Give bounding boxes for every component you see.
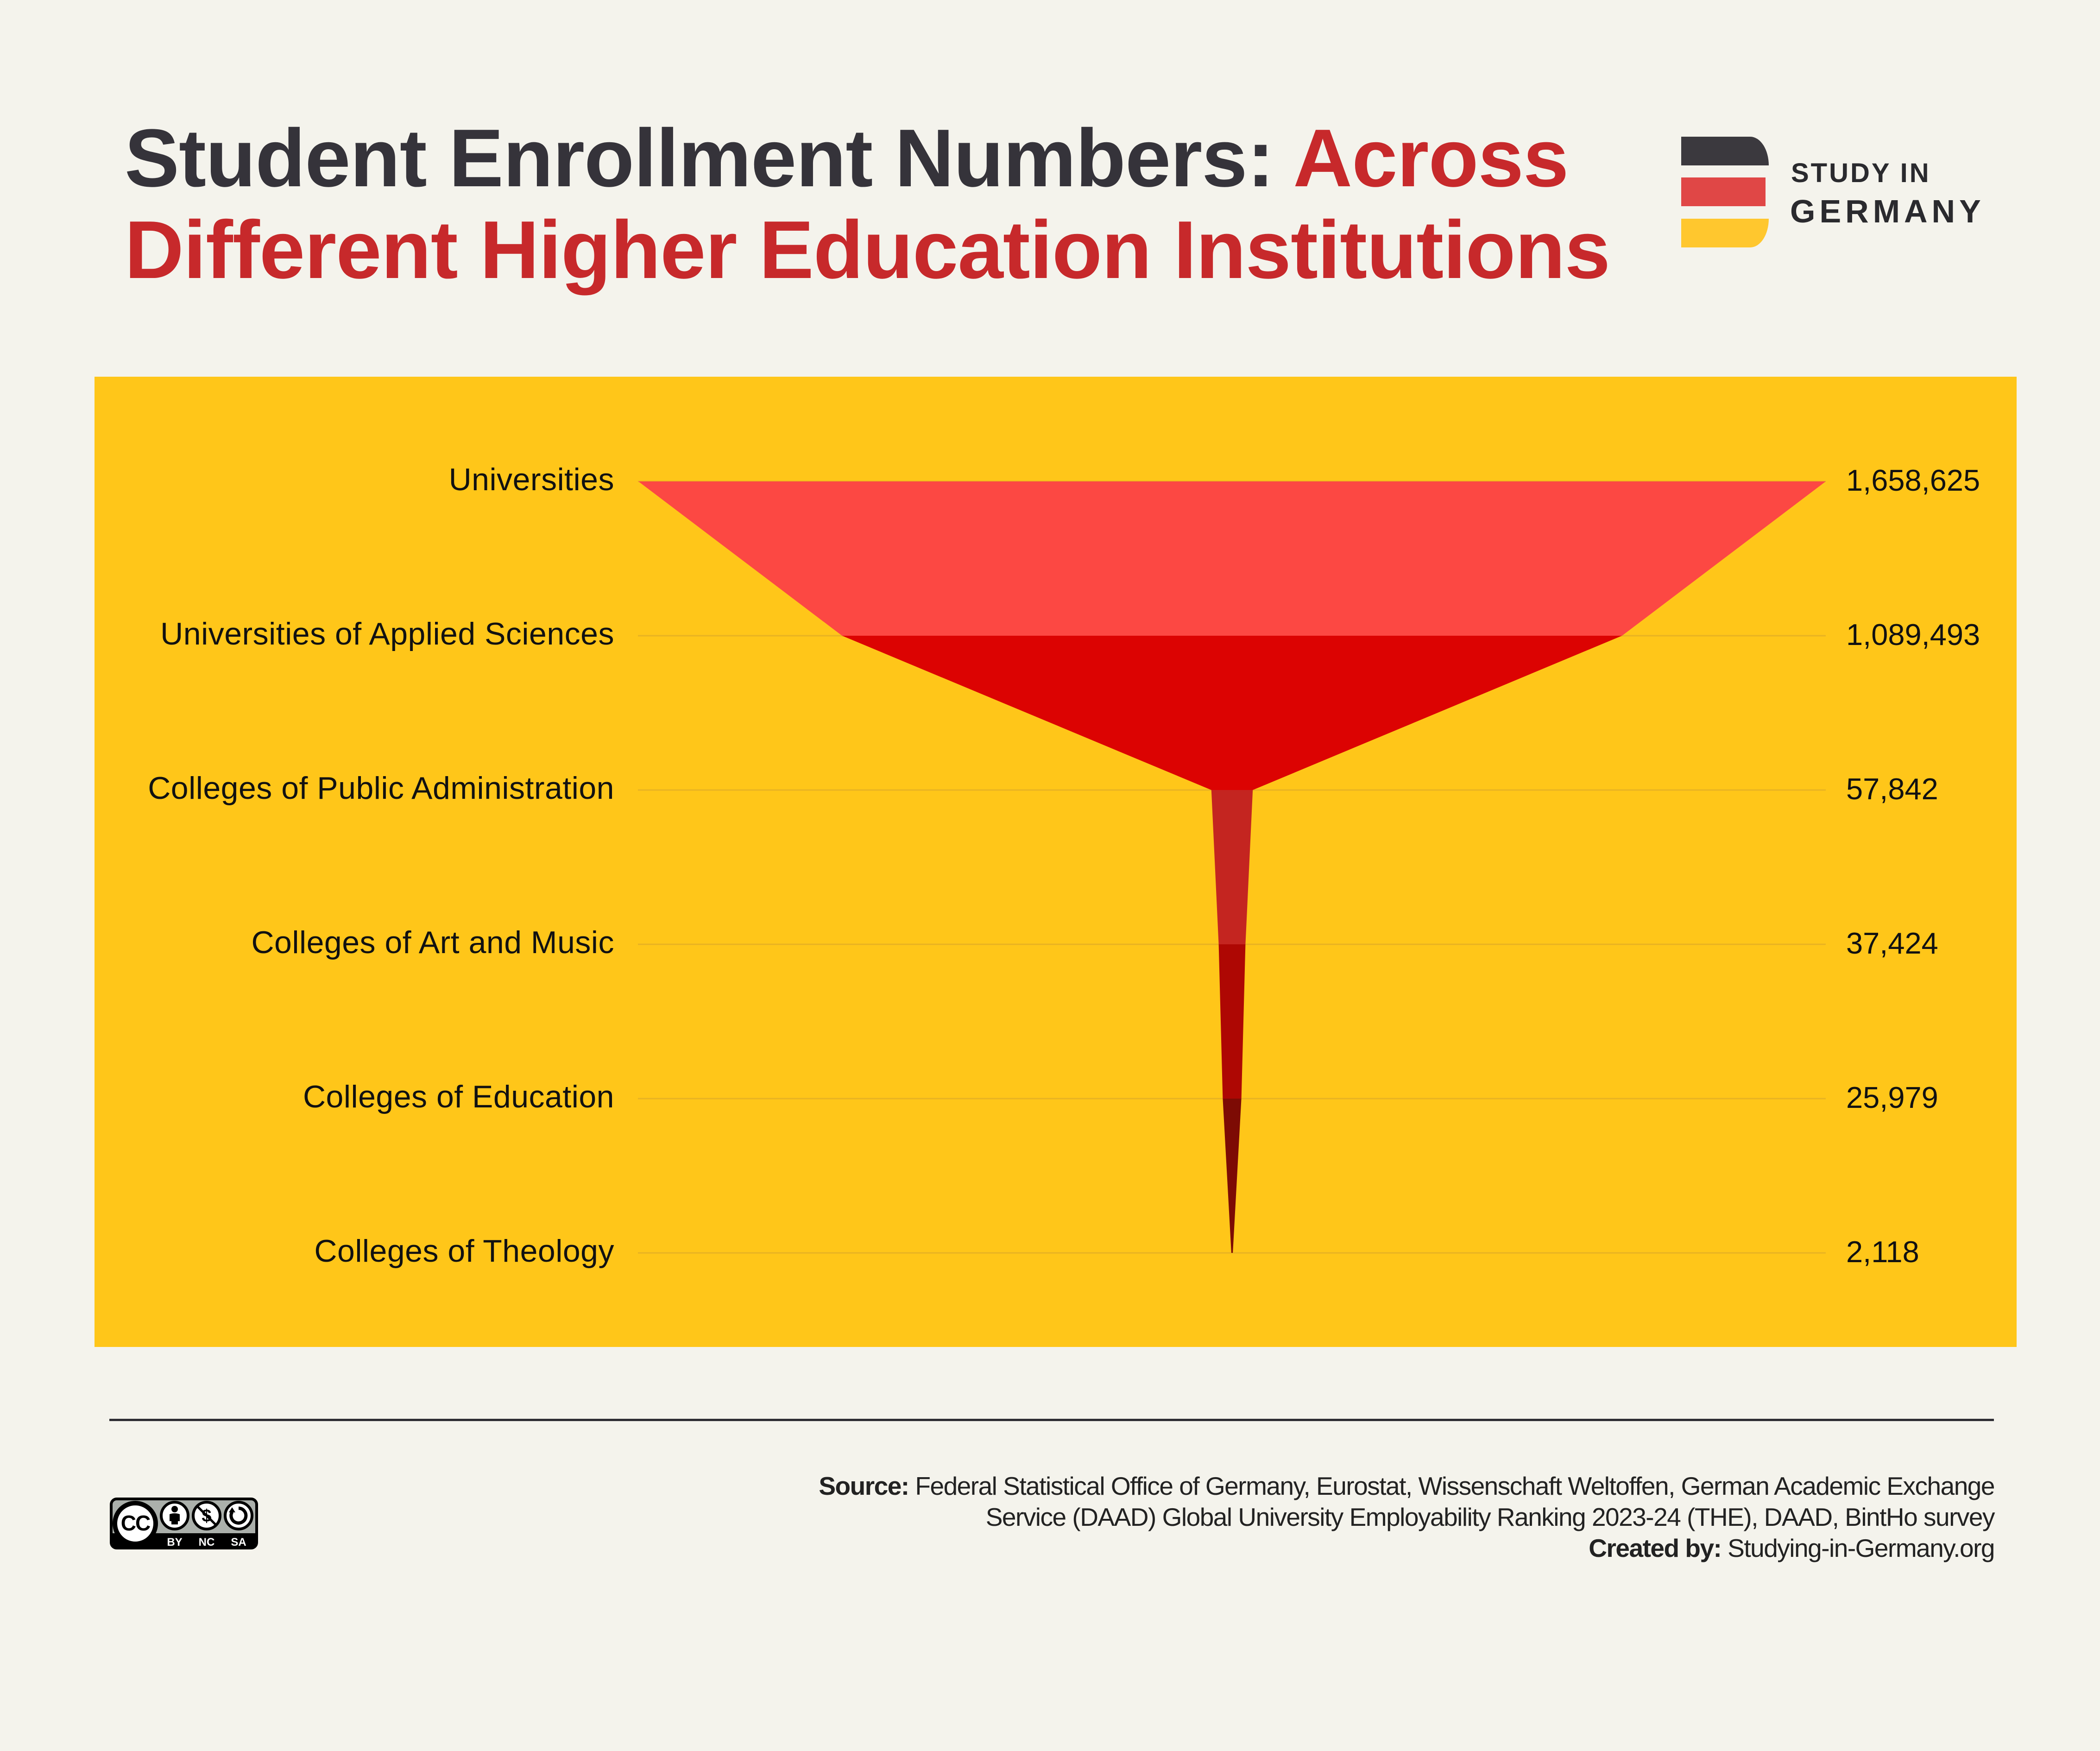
svg-text:BY: BY	[167, 1536, 182, 1549]
svg-text:NC: NC	[199, 1536, 215, 1549]
svg-text:SA: SA	[231, 1536, 246, 1549]
svg-text:CC: CC	[121, 1511, 150, 1535]
